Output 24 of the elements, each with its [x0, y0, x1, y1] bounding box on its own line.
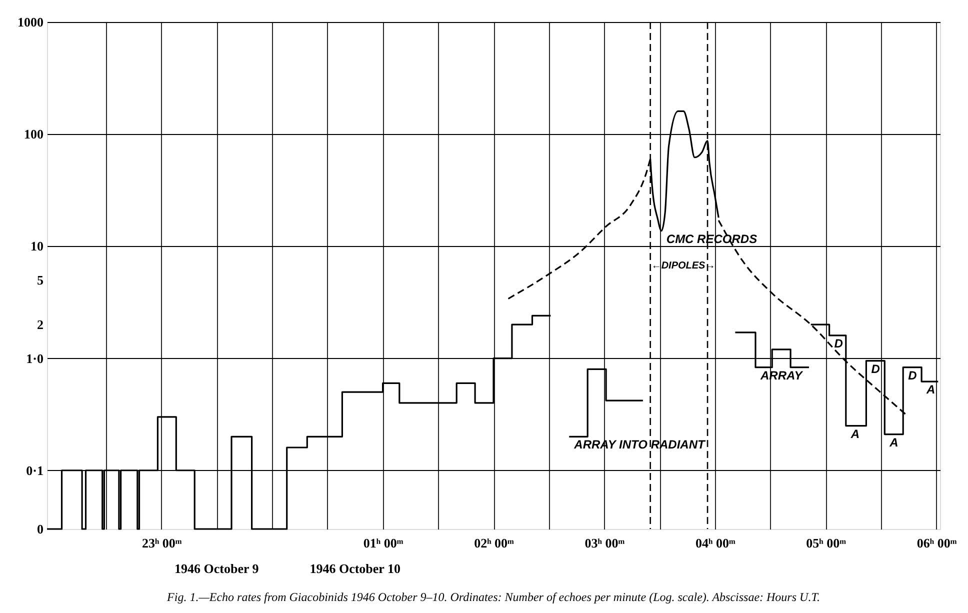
y-tick-label: 0 — [37, 522, 44, 536]
caption: Fig. 1.—Echo rates from Giacobinids 1946 October 9–10. Ordinates: Number of echoes per minute (Log. scale). Abscissae: Hours U.T. — [166, 590, 820, 604]
text: 1946 October 10 — [310, 561, 400, 576]
x-tick-label: 23ʰ 00ᵐ — [142, 536, 182, 550]
y-tick-label: 5 — [37, 272, 44, 288]
y-tick-label: 2 — [37, 317, 44, 332]
x-tick-label: 06ʰ 00ᵐ — [916, 536, 958, 550]
annotation: A — [888, 435, 898, 450]
annotation: D — [871, 362, 880, 376]
text: 1946 October 9 — [174, 561, 260, 576]
y-tick-label: 1000 — [18, 14, 44, 30]
x-tick-label: 05ʰ 00ᵐ — [806, 536, 847, 550]
y-tick-label: 0·1 — [26, 462, 44, 478]
annotation: D — [908, 368, 918, 382]
annotation: A — [850, 426, 860, 441]
annotation: D — [834, 336, 844, 350]
y-tick-label: 1·0 — [26, 350, 44, 366]
y-tick-label: 100 — [24, 126, 44, 142]
x-tick-label: 04ʰ 00ᵐ — [695, 536, 736, 550]
y-tick-label: 10 — [30, 238, 44, 254]
annotation: A — [926, 382, 936, 397]
x-tick-label: 02ʰ 00ᵐ — [474, 536, 515, 550]
x-tick-label: 01ʰ 00ᵐ — [363, 536, 404, 550]
x-tick-label: 03ʰ 00ᵐ — [584, 536, 626, 550]
